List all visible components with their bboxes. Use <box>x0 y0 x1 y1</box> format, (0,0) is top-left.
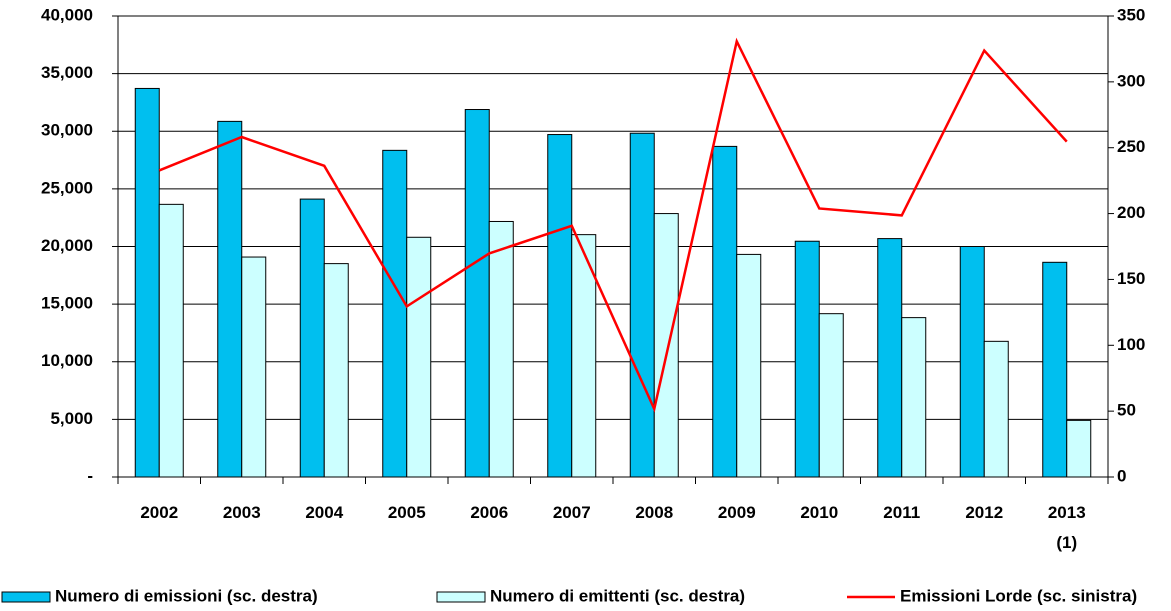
y2-tick-label: 300 <box>1117 71 1145 90</box>
bar <box>736 253 762 478</box>
legend-swatch <box>436 591 486 603</box>
bar <box>323 263 349 478</box>
bar <box>983 340 1009 478</box>
bar <box>488 220 514 478</box>
y2-tick-label: 200 <box>1117 203 1145 222</box>
legend-label: Numero di emissioni (sc. destra) <box>55 586 318 605</box>
x-tick-label: 2008 <box>635 503 674 522</box>
x-tick-label: 2009 <box>717 503 756 522</box>
bar <box>901 317 927 478</box>
bar <box>406 236 432 478</box>
line <box>158 37 1068 413</box>
x-tick-label: 2002 <box>140 503 179 522</box>
bar <box>959 246 985 478</box>
x-tick-label: 2005 <box>387 503 426 522</box>
x-tick-label: 2006 <box>470 503 509 522</box>
bar <box>877 238 903 478</box>
bar <box>134 87 160 478</box>
x-tick-label: 2013 (1) <box>1047 503 1086 552</box>
x-tick-label: 2007 <box>552 503 591 522</box>
legend-label: Numero di emittenti (sc. destra) <box>490 586 745 605</box>
bar <box>818 313 844 478</box>
y-tick-label: 25,000 <box>41 178 93 197</box>
x-tick-label: 2004 <box>305 503 344 522</box>
bar <box>1066 419 1092 478</box>
y2-tick-label: 350 <box>1117 5 1145 24</box>
x-tick-label: 2011 <box>883 503 921 522</box>
y2-tick-label: 250 <box>1117 137 1145 156</box>
y-tick-label: 30,000 <box>41 121 93 140</box>
y-tick-label: 40,000 <box>41 5 93 24</box>
y-tick-label: 15,000 <box>41 294 93 313</box>
bar <box>158 203 184 478</box>
bar <box>217 120 243 478</box>
bar <box>629 132 655 478</box>
y-tick-label: 5,000 <box>50 409 93 428</box>
y2-tick-label: 150 <box>1117 269 1145 288</box>
legend-swatch <box>1 591 51 603</box>
y2-tick-label: 100 <box>1117 335 1145 354</box>
bar <box>464 109 490 478</box>
x-tick-label: 2012 <box>965 503 1004 522</box>
bar <box>1042 261 1068 478</box>
y2-tick-label: 0 <box>1117 466 1126 485</box>
bar <box>794 240 820 478</box>
y-tick-label: 20,000 <box>41 236 93 255</box>
bar <box>712 145 738 478</box>
legend-label: Emissioni Lorde (sc. sinistra) <box>900 586 1137 605</box>
bar <box>299 198 325 478</box>
bar <box>653 213 679 478</box>
y-tick-label: 10,000 <box>41 351 93 370</box>
y-tick-label: 35,000 <box>41 63 93 82</box>
x-tick-label: 2010 <box>800 503 839 522</box>
x-tick-label: 2003 <box>222 503 261 522</box>
bar <box>547 134 573 478</box>
bar <box>241 256 267 478</box>
y2-tick-label: 50 <box>1117 401 1136 420</box>
bar <box>382 149 408 478</box>
y-tick-label: - <box>87 466 93 485</box>
